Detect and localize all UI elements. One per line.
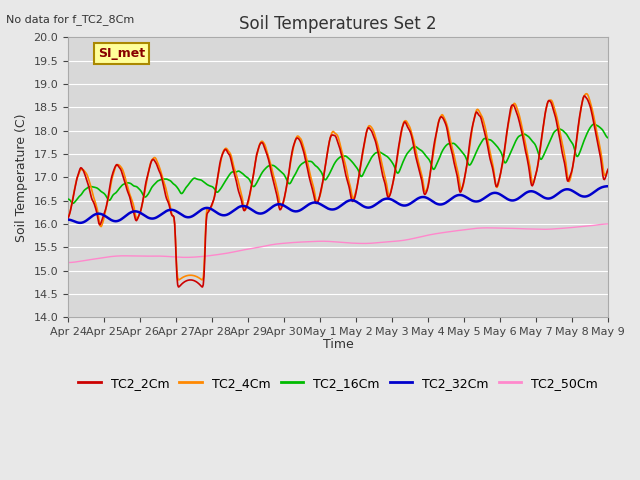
X-axis label: Time: Time	[323, 338, 353, 351]
Text: SI_met: SI_met	[98, 47, 145, 60]
Y-axis label: Soil Temperature (C): Soil Temperature (C)	[15, 113, 28, 241]
Text: No data for f_TC2_8Cm: No data for f_TC2_8Cm	[6, 14, 134, 25]
Legend: TC2_2Cm, TC2_4Cm, TC2_16Cm, TC2_32Cm, TC2_50Cm: TC2_2Cm, TC2_4Cm, TC2_16Cm, TC2_32Cm, TC…	[74, 372, 603, 395]
Title: Soil Temperatures Set 2: Soil Temperatures Set 2	[239, 15, 437, 33]
